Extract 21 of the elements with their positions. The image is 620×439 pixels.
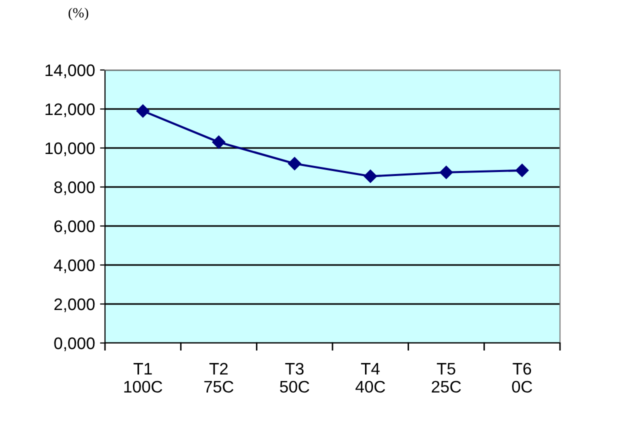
point xyxy=(136,104,150,118)
x-tick-label: T4 40C xyxy=(356,363,386,393)
point xyxy=(364,170,378,183)
x-tick-label: T1 100C xyxy=(124,363,162,393)
point xyxy=(440,166,453,179)
point xyxy=(515,164,529,178)
y-tick-label: 14,000 xyxy=(46,64,95,78)
x-tick-label: T5 25C xyxy=(432,363,461,393)
point xyxy=(212,136,226,149)
x-tick-label: T2 75C xyxy=(204,362,234,393)
point xyxy=(288,157,302,170)
y-axis-title: (%) xyxy=(68,8,88,20)
y-tick-label: 0,000 xyxy=(54,337,95,352)
x-tick-label: T6 0C xyxy=(512,362,532,393)
y-tick-label: 4,000 xyxy=(54,259,95,274)
y-tick-label: 6,000 xyxy=(54,220,95,234)
y-tick-label: 8,000 xyxy=(54,181,95,196)
x-tick-label: T3 50C xyxy=(280,362,310,393)
y-tick-label: 2,000 xyxy=(54,298,95,312)
y-tick-label: 12,000 xyxy=(46,103,95,118)
y-tick-label: 10,000 xyxy=(46,142,95,156)
